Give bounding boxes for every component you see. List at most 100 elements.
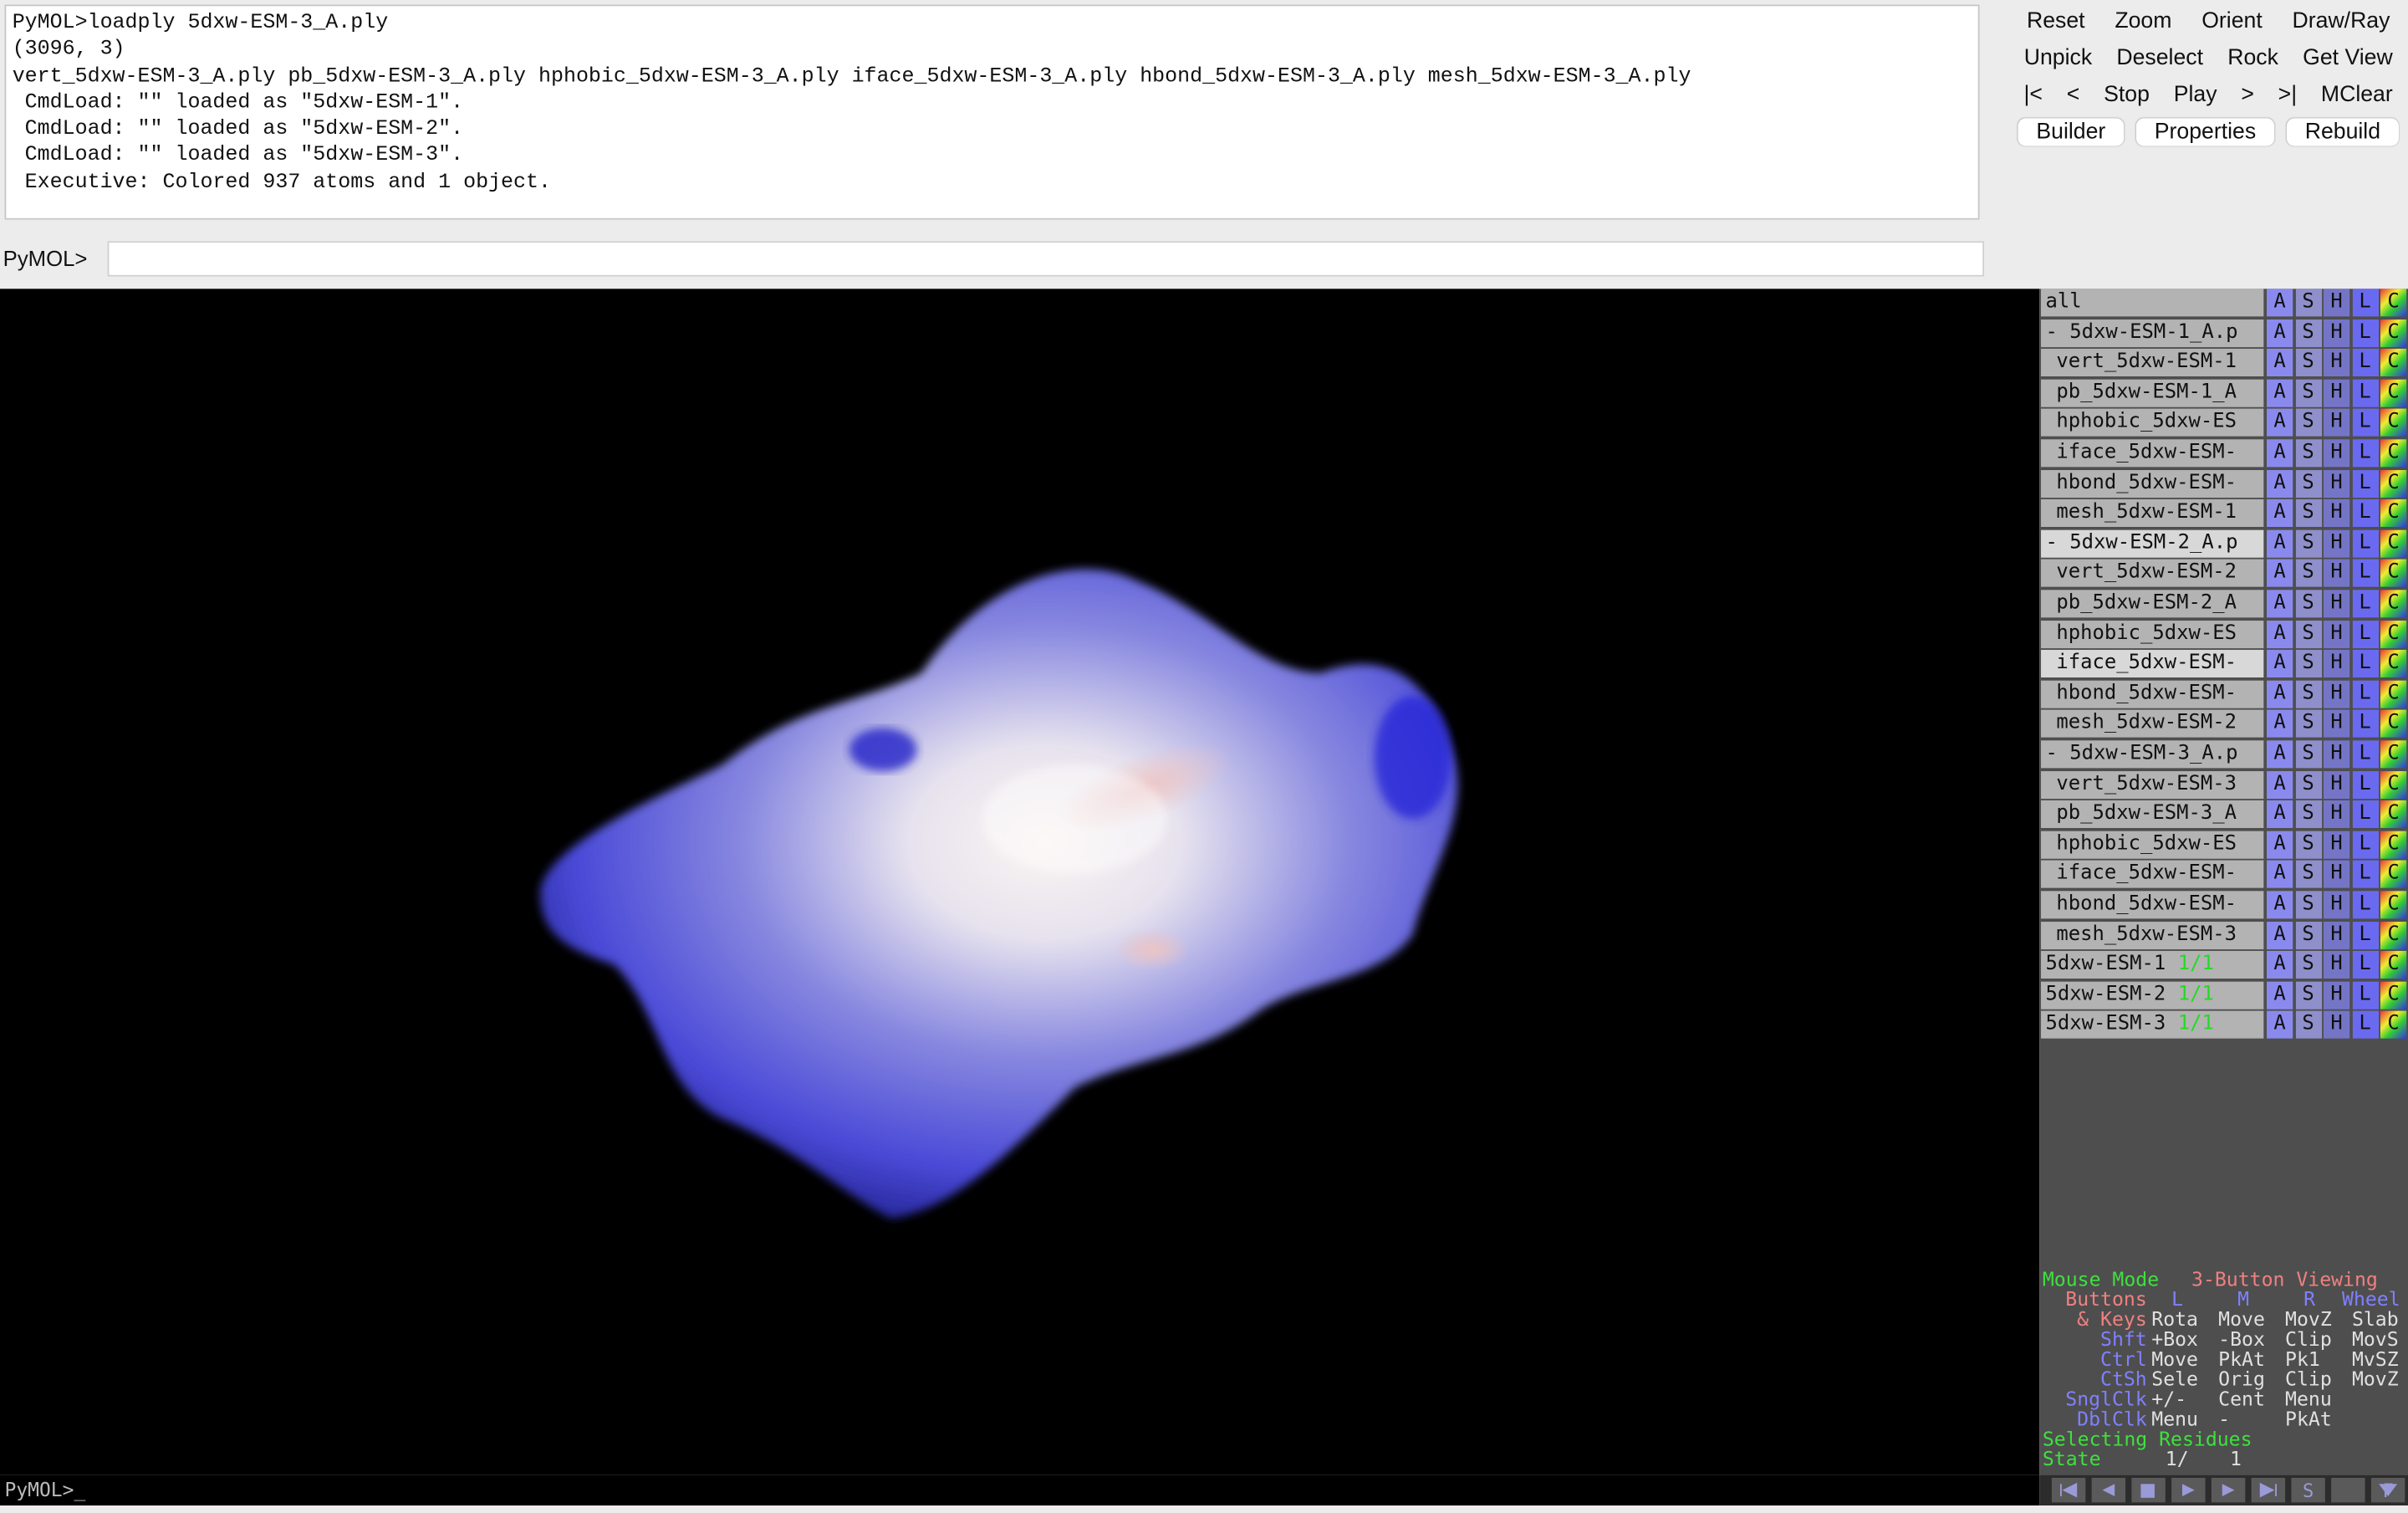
object-button[interactable]: A [2267, 921, 2293, 949]
object-button[interactable]: H [2323, 770, 2350, 799]
object-button[interactable]: C [2380, 289, 2407, 317]
object-button[interactable]: H [2323, 680, 2350, 708]
object-button[interactable]: S [2295, 379, 2322, 407]
object-button[interactable]: C [2380, 560, 2407, 588]
object-name[interactable]: hphobic_5dxw-ES [2041, 409, 2264, 437]
button[interactable]: Properties [2135, 118, 2275, 146]
object-button[interactable]: H [2323, 409, 2350, 437]
object-button[interactable]: C [2380, 680, 2407, 708]
group-toggle[interactable]: - [2045, 531, 2058, 555]
object-button[interactable]: C [2380, 620, 2407, 648]
object-button[interactable]: L [2351, 800, 2379, 829]
object-button[interactable]: C [2380, 409, 2407, 437]
object-button[interactable]: S [2295, 770, 2322, 799]
object-button[interactable]: C [2380, 891, 2407, 919]
object-button[interactable]: H [2323, 951, 2350, 979]
object-button[interactable]: A [2267, 349, 2293, 377]
object-button[interactable]: C [2380, 740, 2407, 769]
object-button[interactable]: C [2380, 800, 2407, 829]
object-button[interactable]: L [2351, 740, 2379, 769]
object-button[interactable]: A [2267, 861, 2293, 889]
object-button[interactable]: L [2351, 560, 2379, 588]
object-button[interactable]: C [2380, 650, 2407, 678]
object-button[interactable]: C [2380, 710, 2407, 739]
button[interactable]: MClear [2320, 83, 2393, 108]
viewer-prompt[interactable]: PyMOL>_ [0, 1475, 2040, 1506]
object-button[interactable]: S [2295, 469, 2322, 498]
button[interactable]: Get View [2303, 46, 2393, 71]
object-button[interactable]: A [2267, 1011, 2293, 1040]
object-button[interactable]: S [2295, 560, 2322, 588]
object-button[interactable]: H [2323, 861, 2350, 889]
object-button[interactable]: S [2295, 710, 2322, 739]
object-button[interactable]: S [2295, 620, 2322, 648]
object-button[interactable]: S [2295, 289, 2322, 317]
object-button[interactable]: S [2295, 861, 2322, 889]
object-button[interactable]: A [2267, 560, 2293, 588]
object-button[interactable]: C [2380, 921, 2407, 949]
object-button[interactable]: A [2267, 770, 2293, 799]
button[interactable]: |< [2023, 83, 2043, 108]
button[interactable]: >| [2278, 83, 2298, 108]
button[interactable]: Draw/Ray [2292, 9, 2390, 34]
object-button[interactable]: L [2351, 379, 2379, 407]
object-button[interactable]: C [2380, 319, 2407, 347]
object-button[interactable]: H [2323, 831, 2350, 859]
object-button[interactable]: C [2380, 349, 2407, 377]
object-button[interactable]: S [2295, 921, 2322, 949]
object-button[interactable]: H [2323, 319, 2350, 347]
object-name[interactable]: iface_5dxw-ESM- [2041, 650, 2264, 678]
object-button[interactable]: L [2351, 319, 2379, 347]
object-button[interactable]: S [2295, 409, 2322, 437]
object-button[interactable]: L [2351, 861, 2379, 889]
object-button[interactable]: S [2295, 319, 2322, 347]
object-button[interactable]: L [2351, 349, 2379, 377]
object-button[interactable]: A [2267, 469, 2293, 498]
object-button[interactable]: S [2295, 1011, 2322, 1040]
play-button[interactable] [2291, 1477, 2325, 1503]
button[interactable]: Rebuild [2286, 118, 2400, 146]
group-toggle[interactable]: - [2045, 742, 2058, 765]
object-button[interactable]: H [2323, 529, 2350, 558]
object-button[interactable]: L [2351, 981, 2379, 1010]
object-button[interactable]: S [2295, 680, 2322, 708]
object-button[interactable]: A [2267, 831, 2293, 859]
object-button[interactable]: L [2351, 469, 2379, 498]
object-button[interactable]: L [2351, 1011, 2379, 1040]
object-button[interactable]: L [2351, 770, 2379, 799]
button[interactable]: < [2066, 83, 2080, 108]
object-button[interactable]: H [2323, 981, 2350, 1010]
object-button[interactable]: H [2323, 921, 2350, 949]
button[interactable]: Builder [2018, 118, 2125, 146]
object-button[interactable]: C [2380, 1011, 2407, 1040]
object-button[interactable]: H [2323, 800, 2350, 829]
object-button[interactable]: S [2295, 499, 2322, 528]
object-button[interactable]: S [2295, 740, 2322, 769]
object-name[interactable]: - 5dxw-ESM-2_A.p [2041, 529, 2264, 558]
button[interactable]: Rock [2227, 46, 2278, 71]
object-name[interactable]: pb_5dxw-ESM-3_A [2041, 800, 2264, 829]
group-toggle[interactable]: - [2045, 320, 2058, 344]
object-button[interactable]: L [2351, 590, 2379, 618]
object-button[interactable]: S [2295, 831, 2322, 859]
object-button[interactable]: S [2295, 590, 2322, 618]
object-button[interactable]: A [2267, 620, 2293, 648]
object-button[interactable]: H [2323, 590, 2350, 618]
object-button[interactable]: C [2380, 529, 2407, 558]
object-name[interactable]: mesh_5dxw-ESM-1 [2041, 499, 2264, 528]
object-button[interactable]: C [2380, 379, 2407, 407]
object-button[interactable]: C [2380, 981, 2407, 1010]
object-name[interactable]: - 5dxw-ESM-3_A.p [2041, 740, 2264, 769]
object-name[interactable]: pb_5dxw-ESM-1_A [2041, 379, 2264, 407]
object-button[interactable]: H [2323, 379, 2350, 407]
object-button[interactable]: S [2295, 529, 2322, 558]
object-button[interactable]: H [2323, 289, 2350, 317]
object-button[interactable]: L [2351, 529, 2379, 558]
object-button[interactable]: A [2267, 319, 2293, 347]
object-name[interactable]: 5dxw-ESM-3 1/1 [2041, 1011, 2264, 1040]
object-button[interactable]: L [2351, 951, 2379, 979]
object-button[interactable]: C [2380, 469, 2407, 498]
button[interactable]: Unpick [2023, 46, 2093, 71]
object-button[interactable]: S [2295, 951, 2322, 979]
object-button[interactable]: L [2351, 409, 2379, 437]
